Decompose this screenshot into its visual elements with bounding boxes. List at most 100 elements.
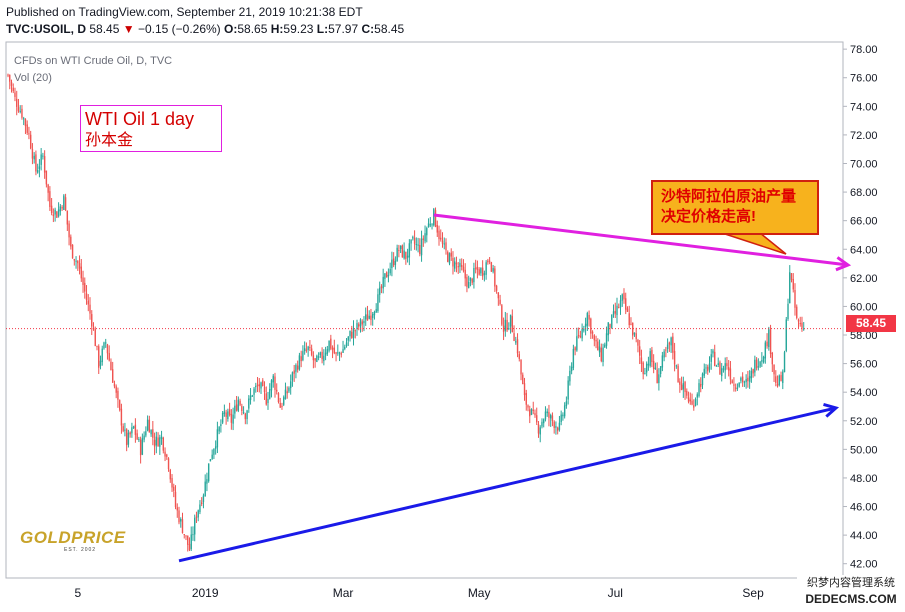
x-axis: 5 2019 Mar May Jul Sep: [74, 586, 764, 600]
candle-body: [649, 351, 651, 366]
candle-body: [293, 370, 295, 374]
candle-body: [616, 305, 618, 316]
candle-body: [185, 535, 187, 537]
candle-body: [155, 436, 158, 446]
candle-body: [796, 306, 798, 318]
candle-body: [21, 108, 23, 118]
candle-body: [150, 429, 152, 435]
candle-body: [300, 356, 302, 362]
candle-body: [473, 268, 475, 283]
candle-body: [722, 368, 725, 370]
candle-body: [438, 230, 440, 240]
candle-body: [701, 373, 704, 386]
y-tick-label: 60.00: [850, 301, 878, 313]
candle-body: [344, 346, 346, 349]
candle-body: [530, 408, 533, 415]
candle-body: [454, 261, 456, 269]
candle-body: [595, 339, 597, 342]
candle-body: [113, 383, 116, 387]
candle-body: [244, 413, 247, 420]
candle-body: [160, 436, 163, 439]
support-arrowhead-icon: [823, 402, 840, 418]
candle-body: [337, 352, 339, 354]
candle-body: [698, 383, 700, 397]
candle-body: [776, 383, 779, 387]
candle-body: [707, 366, 709, 372]
y-tick-label: 74.00: [850, 101, 878, 113]
candle-body: [466, 277, 468, 287]
candle-body: [43, 156, 46, 173]
candle-body: [703, 368, 705, 376]
candle-body: [710, 354, 712, 362]
candle-body: [682, 383, 685, 390]
candle-body: [687, 397, 690, 402]
y-tick-label: 62.00: [850, 273, 878, 285]
candle-body: [338, 352, 341, 354]
candle-body: [523, 383, 526, 396]
candle-body: [759, 361, 761, 367]
candle-body: [70, 236, 72, 247]
candle-body: [49, 191, 51, 207]
resistance-trendline: [433, 213, 849, 267]
candle-body: [403, 250, 405, 259]
candle-body: [450, 252, 452, 257]
candle-body: [652, 360, 655, 370]
candle-body: [230, 413, 233, 423]
candle-body: [73, 259, 76, 261]
candle-body: [52, 214, 55, 217]
logo-text: GOLDPRICE: [20, 528, 126, 547]
candle-body: [7, 74, 9, 76]
candle-body: [640, 357, 643, 364]
published-header: Published on TradingView.com, September …: [6, 5, 363, 19]
candle-body: [241, 406, 243, 412]
candle-body: [298, 355, 301, 370]
candle-body: [748, 376, 751, 382]
candle-body: [509, 314, 512, 327]
candle-body: [590, 318, 592, 334]
candle-body: [499, 299, 501, 304]
chart-annotation-box: WTI Oil 1 day 孙本金: [80, 105, 222, 152]
candle-body: [265, 393, 267, 405]
candle-body: [291, 372, 294, 381]
candle-body: [200, 502, 203, 504]
candle-body: [176, 507, 178, 511]
y-tick-label: 50.00: [850, 444, 878, 456]
candle-body: [569, 370, 571, 382]
callout-line-2: 决定价格走高!: [661, 208, 756, 225]
candle-body: [424, 233, 426, 242]
candle-body: [598, 346, 601, 353]
candle-body: [633, 332, 636, 335]
candle-body: [326, 349, 329, 354]
candle-body: [487, 260, 489, 263]
candle-body: [227, 411, 229, 419]
candle-body: [310, 348, 313, 355]
candle-body: [787, 303, 789, 320]
candle-body: [431, 224, 433, 226]
candle-body: [464, 269, 466, 279]
candle-body: [178, 510, 180, 523]
candle-body: [153, 439, 156, 447]
candle-body: [232, 414, 234, 424]
candle-body: [625, 298, 627, 310]
candle-body: [581, 329, 583, 339]
candle-body: [574, 347, 576, 351]
candle-body: [647, 363, 650, 366]
candle-body: [99, 360, 102, 366]
candle-body: [661, 355, 664, 368]
y-tick-label: 48.00: [850, 473, 878, 485]
candle-body: [248, 398, 250, 409]
candle-body: [658, 374, 660, 384]
candle-body: [443, 243, 445, 245]
candle-body: [619, 300, 622, 308]
candle-body: [792, 278, 794, 290]
candle-body: [757, 366, 760, 368]
candle-body: [305, 349, 308, 351]
candle-body: [101, 348, 103, 363]
candle-body: [141, 438, 144, 455]
candle-body: [255, 385, 257, 388]
candle-body: [387, 274, 390, 277]
candle-body: [556, 427, 559, 431]
candle-body: [283, 397, 285, 405]
candle-body: [560, 414, 562, 423]
